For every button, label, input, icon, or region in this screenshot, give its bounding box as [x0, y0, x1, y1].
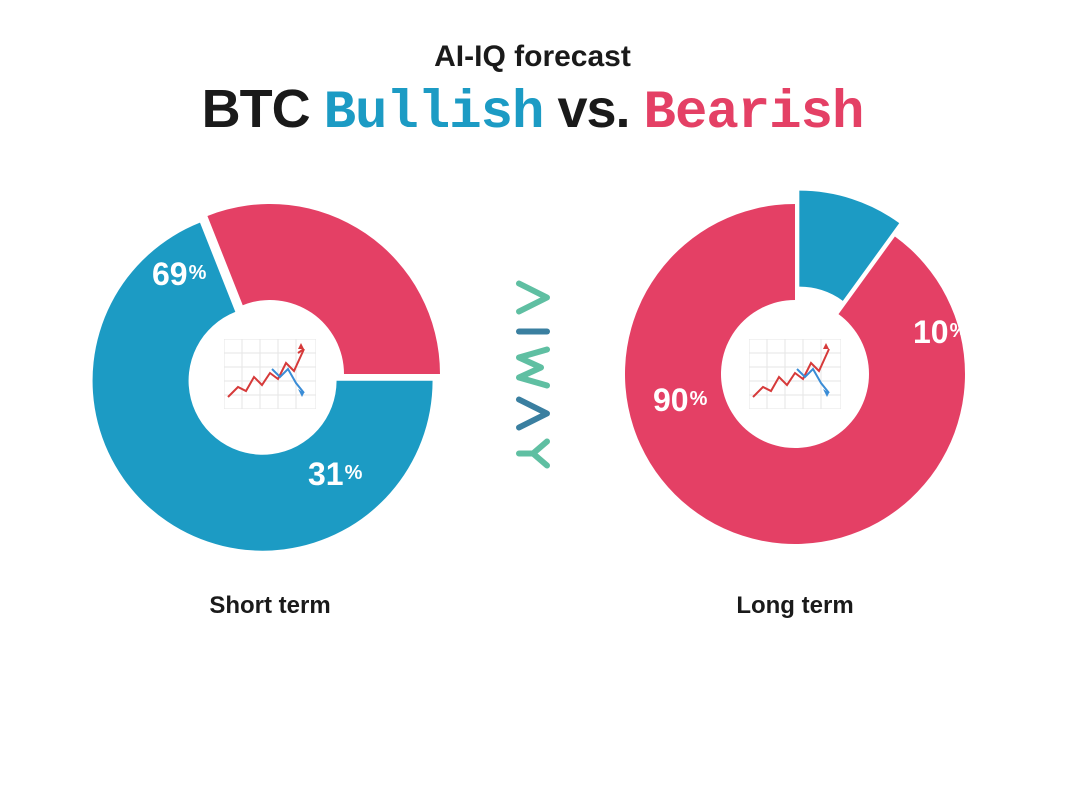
- long-bearish-label: 90%: [653, 382, 707, 419]
- forecast-subtitle: AI-IQ forecast: [0, 40, 1065, 74]
- header: AI-IQ forecast BTC Bullish vs. Bearish: [0, 0, 1065, 144]
- short-bearish-label: 31%: [308, 456, 362, 493]
- main-title: BTC Bullish vs. Bearish: [0, 78, 1065, 144]
- short-term-donut: 69% 31%: [80, 184, 460, 564]
- charts-row: 69% 31% Short term: [0, 144, 1065, 620]
- title-bearish: Bearish: [644, 83, 864, 144]
- mini-chart-icon: [735, 314, 855, 434]
- title-btc: BTC: [202, 79, 310, 139]
- long-bullish-label: 10%: [913, 314, 967, 351]
- long-term-donut: 10% 90%: [605, 184, 985, 564]
- short-term-block: 69% 31% Short term: [70, 184, 470, 620]
- long-term-caption: Long term: [736, 592, 853, 620]
- mini-chart-icon: [210, 314, 330, 434]
- short-term-caption: Short term: [209, 592, 330, 620]
- short-bullish-label: 69%: [152, 256, 206, 293]
- title-bullish: Bullish: [324, 83, 544, 144]
- brand-logo: [505, 270, 561, 495]
- long-term-block: 10% 90% Long term: [595, 184, 995, 620]
- title-vs: vs.: [557, 79, 629, 139]
